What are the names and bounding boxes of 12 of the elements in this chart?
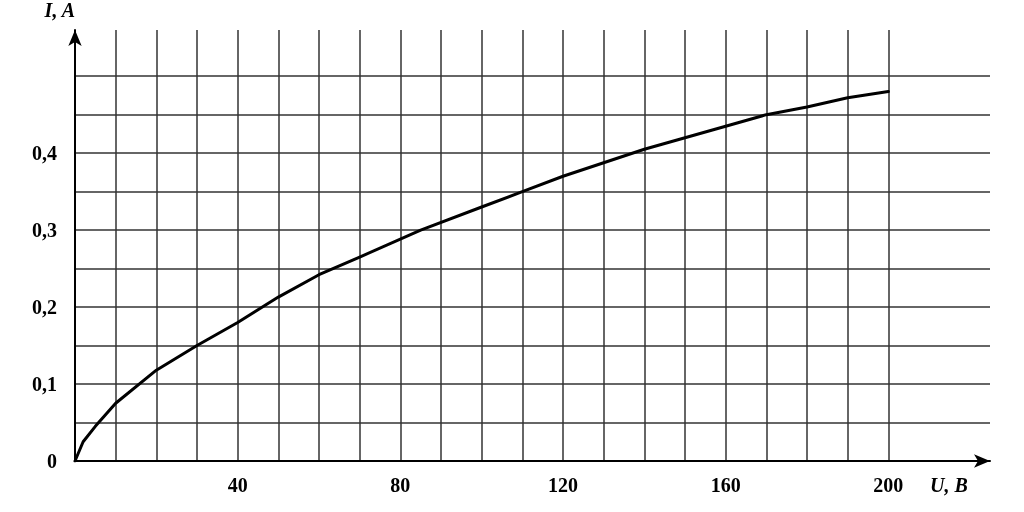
y-tick-label: 0 — [47, 450, 57, 472]
y-tick-label: 0,3 — [32, 219, 57, 242]
x-axis-title: U, B — [930, 474, 968, 496]
y-tick-label: 0,1 — [32, 373, 57, 396]
x-tick-label: 160 — [710, 474, 741, 496]
y-tick-label: 0,4 — [32, 142, 57, 165]
y-tick-label: 0,2 — [32, 296, 57, 319]
x-tick-label: 80 — [390, 474, 411, 496]
y-axis-title: I, A — [43, 0, 75, 21]
x-tick-label: 120 — [548, 474, 578, 496]
x-tick-label: 40 — [227, 474, 248, 496]
x-tick-label: 200 — [873, 474, 904, 496]
